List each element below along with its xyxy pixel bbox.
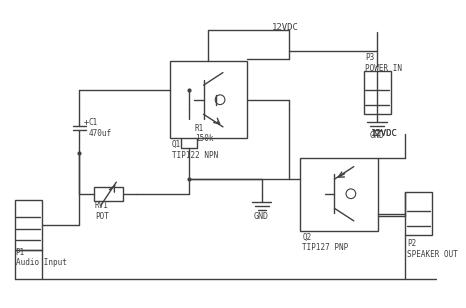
Text: 12VDC: 12VDC — [271, 22, 298, 31]
Text: GND: GND — [254, 212, 269, 221]
Text: Q2
TIP127 PNP: Q2 TIP127 PNP — [302, 233, 349, 252]
Bar — [94, 187, 123, 201]
Text: GND: GND — [370, 131, 384, 140]
Bar — [181, 119, 197, 148]
Text: RV1
POT: RV1 POT — [95, 201, 109, 221]
Bar — [363, 71, 391, 114]
Text: P3
POWER IN: P3 POWER IN — [365, 53, 403, 73]
Bar — [405, 192, 432, 235]
Bar — [301, 158, 378, 231]
Bar — [14, 200, 41, 250]
Text: 12VDC: 12VDC — [371, 129, 398, 138]
Bar — [170, 61, 247, 139]
Text: 12VDC: 12VDC — [371, 129, 398, 138]
Text: P1
Audio Input: P1 Audio Input — [15, 248, 66, 267]
Text: Q1
TIP122 NPN: Q1 TIP122 NPN — [171, 140, 218, 160]
Text: C1
470uf: C1 470uf — [88, 118, 111, 138]
Text: +: + — [83, 118, 89, 127]
Text: P2
SPEAKER OUT: P2 SPEAKER OUT — [407, 239, 458, 259]
Text: R1
150k: R1 150k — [195, 124, 213, 143]
